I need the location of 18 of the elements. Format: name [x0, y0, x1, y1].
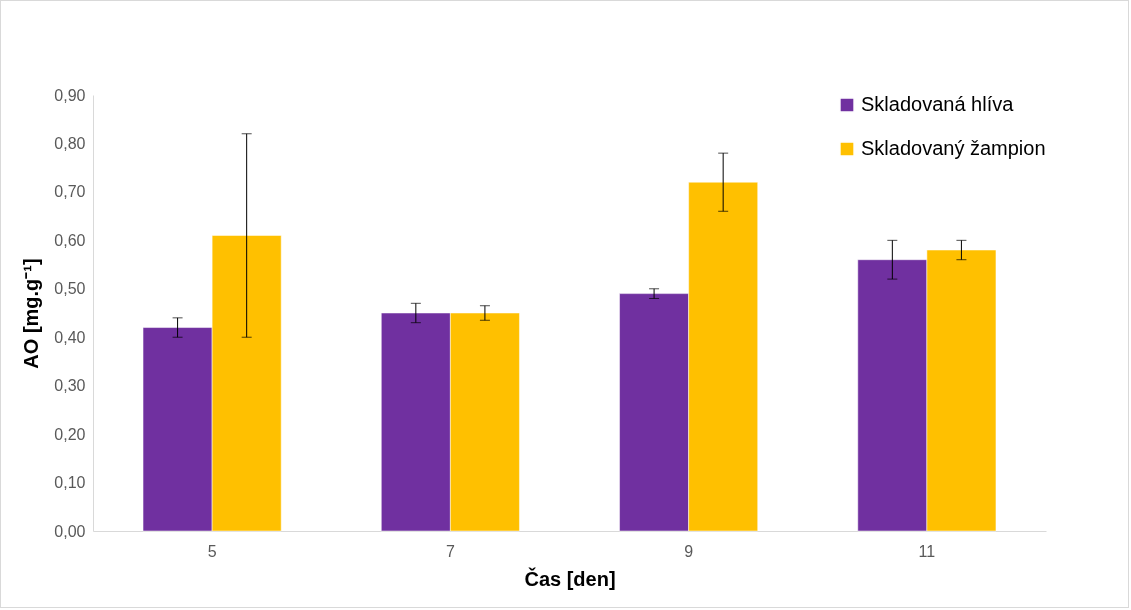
- y-axis-title: AO [mg.g⁻¹]: [20, 258, 43, 369]
- legend-label: Skladovaná hlíva: [861, 93, 1015, 115]
- y-tick-label: 0,40: [54, 328, 86, 346]
- x-tick-label: 9: [684, 542, 694, 560]
- y-tick-label: 0,60: [54, 231, 86, 249]
- x-tick-label: 5: [207, 542, 217, 560]
- y-tick-label: 0,50: [54, 280, 86, 298]
- y-tick-label: 0,20: [54, 425, 86, 443]
- y-tick-label: 0,00: [54, 522, 86, 540]
- y-tick-label: 0,30: [54, 377, 86, 395]
- legend-label: Skladovaný žampion: [861, 137, 1046, 159]
- y-tick-label: 0,10: [54, 474, 86, 492]
- y-tick-label: 0,80: [54, 134, 86, 152]
- y-tick-label: 0,90: [54, 86, 86, 104]
- x-tick-label: 11: [918, 542, 936, 560]
- x-tick-label: 7: [445, 542, 455, 560]
- x-axis-title: Čas [den]: [524, 566, 616, 590]
- y-tick-label: 0,70: [54, 183, 86, 201]
